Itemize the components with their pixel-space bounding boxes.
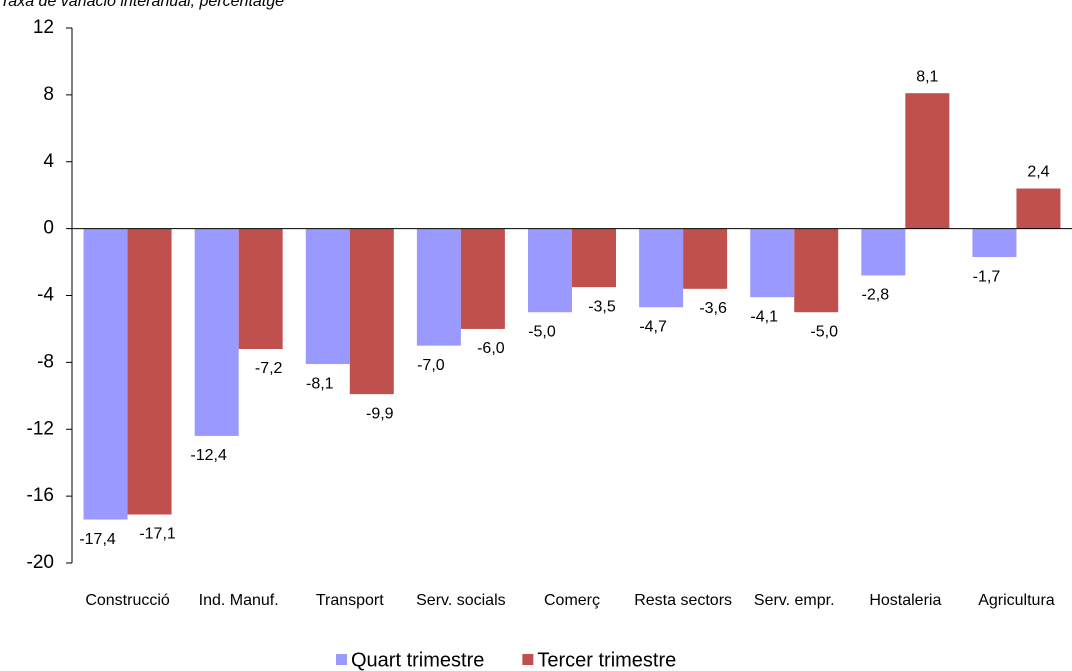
y-tick-label: -16 [27,485,54,506]
value-label: -2,8 [862,287,890,304]
bar [83,228,128,520]
value-label: 2,4 [1027,164,1049,181]
bar [238,228,283,349]
y-tick-label: 4 [43,151,54,172]
value-label: -7,2 [255,360,283,377]
value-label: -7,0 [417,357,445,374]
bar [460,228,505,329]
bar [750,228,795,298]
value-label: -4,1 [750,308,778,325]
x-tick-label: Serv. socials [416,592,506,609]
value-label: -3,6 [699,300,727,317]
legend-label: Quart trimestre [351,649,484,671]
y-tick-label: -4 [37,285,54,306]
y-tick-label: 8 [43,84,54,105]
value-label: -3,5 [588,298,616,315]
y-tick-label: -12 [27,418,54,439]
y-tick-label: 12 [33,17,54,38]
value-label: -6,0 [477,340,505,357]
bar [683,228,728,289]
y-tick-label: 0 [43,218,54,239]
bar [127,228,172,515]
bar [905,93,950,229]
value-label: -8,1 [306,375,334,392]
bar [1016,188,1061,229]
bar [528,228,572,313]
x-tick-label: Comerç [544,592,600,609]
x-tick-label: Ind. Manuf. [199,592,279,609]
y-tick-label: -8 [37,351,54,372]
x-tick-label: Transport [316,592,384,609]
value-label: -9,9 [366,405,394,422]
legend-swatch [336,654,347,665]
bar [861,228,906,276]
bar [639,228,684,308]
bar [572,228,616,288]
legend-swatch [522,654,534,665]
bar [349,228,394,395]
value-label: -17,4 [79,531,116,548]
value-label: -12,4 [190,447,227,464]
x-tick-label: Agricultura [978,592,1055,609]
bar [794,228,839,313]
value-label: -17,1 [139,526,176,543]
x-tick-label: Construcció [85,592,170,609]
value-label: -5,0 [528,323,556,340]
chart-subtitle: Taxa de variació interanual, percentatge [0,0,284,10]
value-label: -1,7 [973,268,1001,285]
bar [305,228,350,365]
value-label: -4,7 [639,318,667,335]
bar [972,228,1017,258]
x-tick-label: Resta sectors [634,592,732,609]
bar [416,228,461,346]
value-label: 8,1 [916,68,938,85]
legend-label: Tercer trimestre [537,649,676,671]
bar [194,228,239,436]
x-tick-label: Hostaleria [869,592,941,609]
value-label: -5,0 [810,323,838,340]
x-tick-label: Serv. empr. [754,592,835,609]
y-tick-label: -20 [27,552,54,573]
